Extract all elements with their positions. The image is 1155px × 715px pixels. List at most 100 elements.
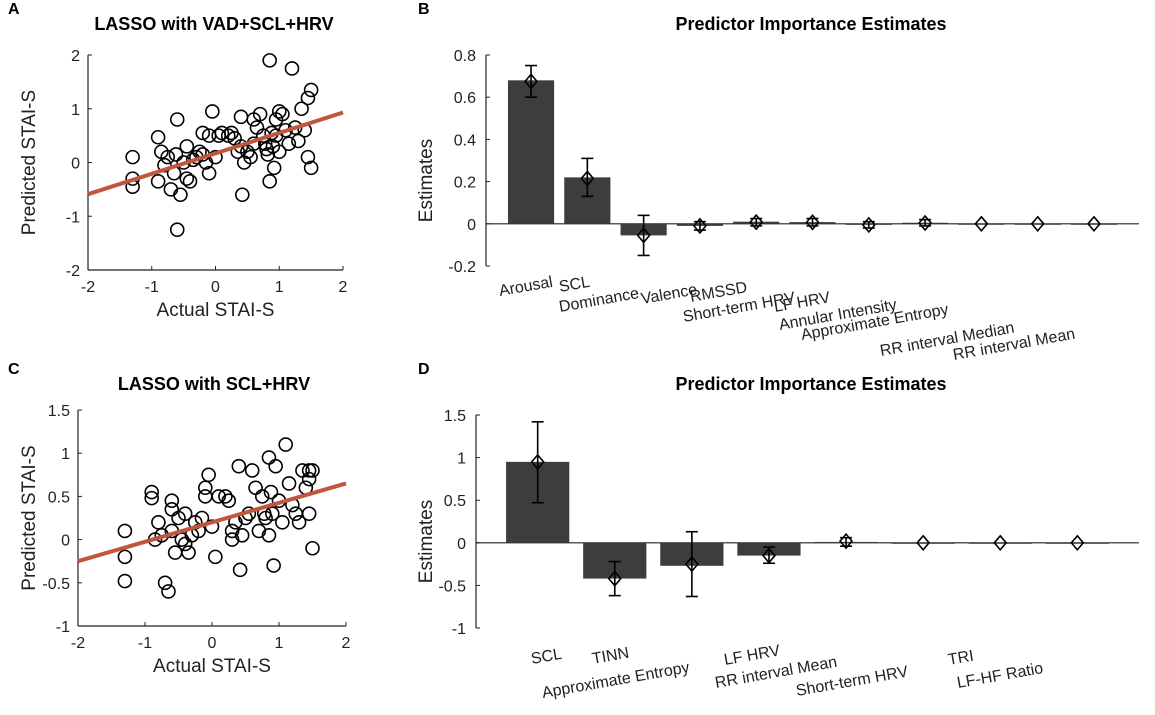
category-label: Arousal (498, 274, 554, 300)
bar (507, 80, 555, 224)
mean-marker (761, 547, 776, 564)
mean-marker (1086, 215, 1101, 233)
scatter-point (218, 489, 233, 504)
category-label: TRI (947, 648, 975, 669)
scatter-point (208, 549, 223, 565)
mean-marker (918, 214, 933, 232)
y-tick-label: 0 (457, 536, 466, 553)
x-tick-label: -1 (138, 635, 152, 652)
scatter-point (281, 136, 297, 151)
scatter-point (232, 562, 248, 578)
scatter-point (204, 519, 220, 534)
y-tick-label: -2 (66, 263, 80, 280)
y-axis-label-C: Predicted STAI-S (19, 445, 40, 590)
scatter-point (271, 104, 287, 119)
scatter-point (177, 536, 193, 552)
scatter-point (151, 515, 166, 530)
scatter-point (260, 147, 276, 162)
scatter-point (164, 502, 180, 517)
x-tick-label: -2 (71, 635, 85, 652)
mean-marker (530, 453, 545, 471)
scatter-point (251, 523, 267, 539)
scatter-point (268, 458, 283, 474)
y-tick-label: -1 (56, 619, 70, 636)
y-axis-label-B: Estimates (416, 139, 437, 222)
category-label: SCL (530, 646, 564, 668)
scatter-point (262, 174, 277, 189)
scatter-point (169, 222, 185, 237)
scatter-point (305, 540, 320, 556)
scatter-point (281, 476, 297, 491)
scatter-point (179, 171, 195, 186)
y-tick-label: -0.5 (438, 578, 466, 595)
scatter-point (300, 90, 316, 106)
x-axis-label-C: Actual STAI-S (153, 656, 271, 677)
scatter-point (195, 125, 211, 141)
panel-letter-D: D (418, 361, 430, 378)
y-tick-label: 0.8 (454, 48, 476, 65)
scatter-point (266, 160, 282, 176)
x-tick-label: -2 (81, 279, 95, 296)
scatter-point (300, 149, 316, 165)
scatter-point (169, 112, 185, 127)
scatter-point (117, 549, 133, 565)
y-tick-label: 2 (71, 48, 80, 65)
scatter-point (261, 450, 277, 465)
scatter-point (125, 149, 140, 165)
y-tick-label: 1 (61, 446, 70, 463)
y-tick-label: 1.5 (444, 408, 466, 425)
scatter-point (201, 467, 216, 483)
panel-letter-B: B (418, 1, 430, 18)
scatter-point (173, 187, 188, 203)
scatter-point (303, 82, 319, 98)
y-tick-label: 1 (457, 451, 466, 468)
y-tick-label: -1 (66, 209, 80, 226)
scatter-point (264, 506, 280, 521)
scatter-point (164, 493, 180, 509)
y-axis-label-A: Predicted STAI-S (19, 90, 40, 235)
category-label: Approximate Entropy (541, 659, 691, 702)
scatter-point (150, 129, 166, 145)
scatter-point (261, 527, 277, 543)
scatter-point (301, 463, 317, 478)
scatter-point (144, 484, 159, 500)
scatter-point (201, 165, 217, 181)
scatter-point (248, 480, 263, 496)
scatter-point (288, 506, 304, 521)
scatter-point (144, 490, 159, 506)
x-tick-label: 1 (275, 279, 284, 296)
chart-title-A: LASSO with VAD+SCL+HRV (94, 14, 333, 34)
scatter-point (182, 174, 198, 189)
chart-title-D: Predictor Importance Estimates (675, 374, 946, 394)
scatter-point (301, 471, 317, 487)
scatter-point (252, 106, 268, 122)
scatter-point (117, 523, 133, 539)
scatter-point (291, 133, 306, 149)
mean-marker (974, 215, 989, 233)
scatter-point (214, 125, 230, 141)
scatter-point (305, 463, 320, 478)
x-tick-label: 2 (342, 635, 351, 652)
y-tick-label: 0.4 (454, 132, 476, 149)
mean-marker (580, 170, 595, 187)
mean-marker (524, 73, 539, 90)
mean-marker (1070, 534, 1085, 552)
y-tick-label: -0.5 (42, 576, 70, 593)
bar (891, 542, 955, 544)
scatter-point (303, 160, 319, 176)
bar (1070, 223, 1118, 225)
chart-title-C: LASSO with SCL+HRV (118, 374, 310, 394)
scatter-point (263, 484, 279, 500)
scatter-point (271, 144, 287, 160)
mean-marker (607, 570, 622, 587)
chart-title-B: Predictor Importance Estimates (675, 14, 946, 34)
scatter-point (291, 515, 307, 530)
scatter-point (275, 106, 290, 122)
mean-marker (916, 534, 931, 552)
scatter-point (234, 527, 250, 543)
y-tick-label: 0.2 (454, 175, 476, 192)
scatter-point (211, 489, 226, 504)
scatter-point (254, 489, 270, 504)
y-axis-label-D: Estimates (416, 500, 437, 583)
x-tick-label: 0 (211, 279, 220, 296)
